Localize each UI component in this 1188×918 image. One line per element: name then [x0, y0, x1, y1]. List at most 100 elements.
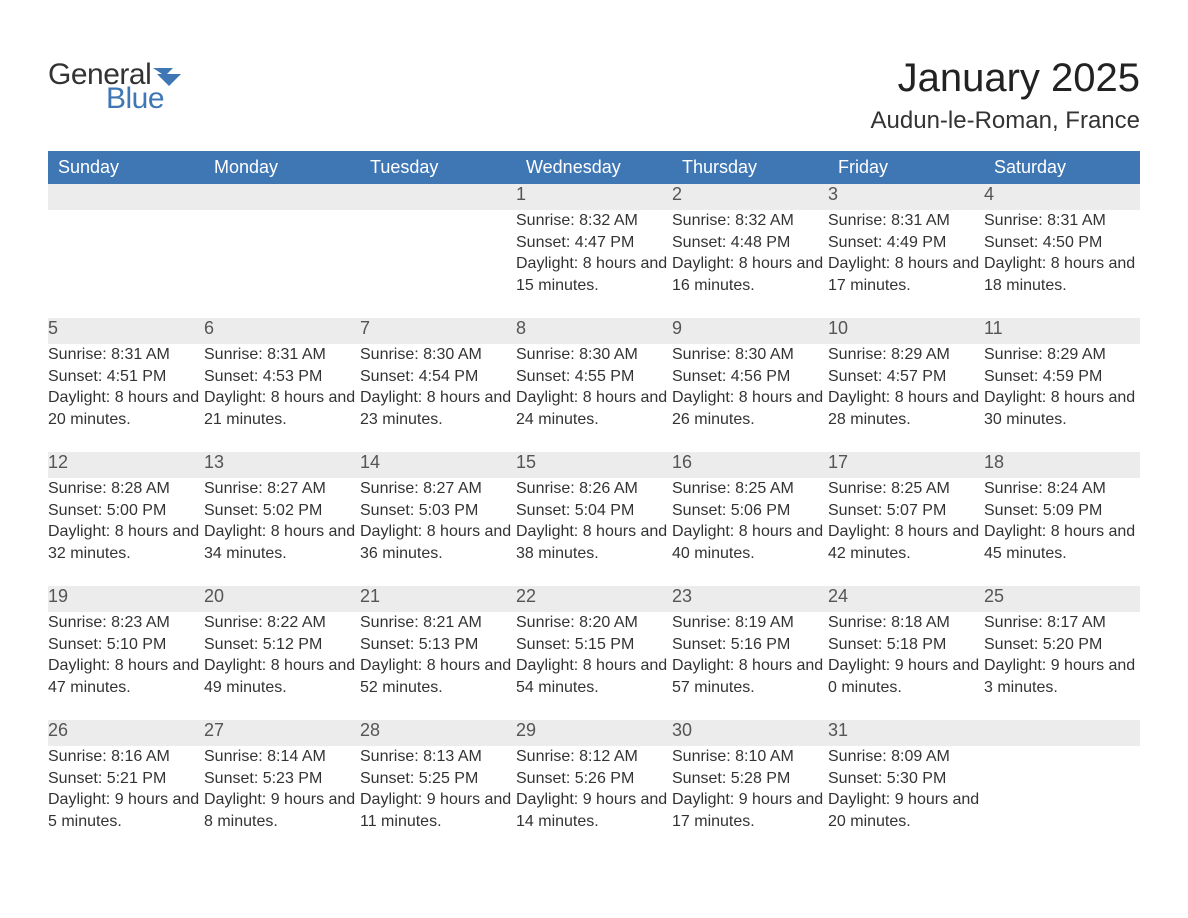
day-detail-cell: Sunrise: 8:29 AMSunset: 4:57 PMDaylight:… — [828, 344, 984, 452]
day-detail-cell: Sunrise: 8:25 AMSunset: 5:07 PMDaylight:… — [828, 478, 984, 586]
daylight-line: Daylight: 8 hours and 16 minutes. — [672, 253, 828, 296]
day-number-cell: 3 — [828, 184, 984, 210]
sunrise-line: Sunrise: 8:22 AM — [204, 612, 360, 634]
detail-row: Sunrise: 8:23 AMSunset: 5:10 PMDaylight:… — [48, 612, 1140, 720]
day-detail-cell: Sunrise: 8:24 AMSunset: 5:09 PMDaylight:… — [984, 478, 1140, 586]
day-detail-cell — [984, 746, 1140, 854]
sunrise-line: Sunrise: 8:31 AM — [984, 210, 1140, 232]
sunset-line: Sunset: 5:25 PM — [360, 768, 516, 790]
sunrise-line: Sunrise: 8:30 AM — [360, 344, 516, 366]
daylight-line: Daylight: 9 hours and 5 minutes. — [48, 789, 204, 832]
daylight-line: Daylight: 8 hours and 21 minutes. — [204, 387, 360, 430]
day-detail-cell: Sunrise: 8:30 AMSunset: 4:55 PMDaylight:… — [516, 344, 672, 452]
sunset-line: Sunset: 4:49 PM — [828, 232, 984, 254]
daylight-line: Daylight: 8 hours and 57 minutes. — [672, 655, 828, 698]
sunset-line: Sunset: 4:56 PM — [672, 366, 828, 388]
day-number-cell — [360, 184, 516, 210]
sunrise-line: Sunrise: 8:26 AM — [516, 478, 672, 500]
sunset-line: Sunset: 4:54 PM — [360, 366, 516, 388]
sunset-line: Sunset: 5:15 PM — [516, 634, 672, 656]
sunset-line: Sunset: 4:51 PM — [48, 366, 204, 388]
day-number-cell: 18 — [984, 452, 1140, 478]
daylight-line: Daylight: 8 hours and 30 minutes. — [984, 387, 1140, 430]
daylight-line: Daylight: 8 hours and 15 minutes. — [516, 253, 672, 296]
sunrise-line: Sunrise: 8:21 AM — [360, 612, 516, 634]
day-number-cell: 21 — [360, 586, 516, 612]
daynum-row: 19202122232425 — [48, 586, 1140, 612]
sunset-line: Sunset: 5:13 PM — [360, 634, 516, 656]
day-detail-cell: Sunrise: 8:14 AMSunset: 5:23 PMDaylight:… — [204, 746, 360, 854]
daylight-line: Daylight: 9 hours and 0 minutes. — [828, 655, 984, 698]
day-number-cell: 12 — [48, 452, 204, 478]
day-number-cell: 26 — [48, 720, 204, 746]
day-detail-cell: Sunrise: 8:31 AMSunset: 4:50 PMDaylight:… — [984, 210, 1140, 318]
sunset-line: Sunset: 5:28 PM — [672, 768, 828, 790]
sunset-line: Sunset: 5:04 PM — [516, 500, 672, 522]
sunset-line: Sunset: 4:53 PM — [204, 366, 360, 388]
day-number-cell: 10 — [828, 318, 984, 344]
day-number-cell: 16 — [672, 452, 828, 478]
sunset-line: Sunset: 5:30 PM — [828, 768, 984, 790]
daylight-line: Daylight: 8 hours and 34 minutes. — [204, 521, 360, 564]
day-number-cell: 29 — [516, 720, 672, 746]
sunset-line: Sunset: 5:09 PM — [984, 500, 1140, 522]
day-number-cell: 20 — [204, 586, 360, 612]
daylight-line: Daylight: 8 hours and 54 minutes. — [516, 655, 672, 698]
weekday-header: Sunday — [48, 151, 204, 184]
day-number-cell: 15 — [516, 452, 672, 478]
day-number-cell — [48, 184, 204, 210]
sunrise-line: Sunrise: 8:16 AM — [48, 746, 204, 768]
sunrise-line: Sunrise: 8:27 AM — [360, 478, 516, 500]
sunset-line: Sunset: 5:03 PM — [360, 500, 516, 522]
sunrise-line: Sunrise: 8:13 AM — [360, 746, 516, 768]
day-number-cell: 4 — [984, 184, 1140, 210]
sunrise-line: Sunrise: 8:20 AM — [516, 612, 672, 634]
day-number-cell: 27 — [204, 720, 360, 746]
day-number-cell: 24 — [828, 586, 984, 612]
calendar-table: Sunday Monday Tuesday Wednesday Thursday… — [48, 151, 1140, 854]
sunset-line: Sunset: 4:47 PM — [516, 232, 672, 254]
sunrise-line: Sunrise: 8:14 AM — [204, 746, 360, 768]
day-detail-cell: Sunrise: 8:22 AMSunset: 5:12 PMDaylight:… — [204, 612, 360, 720]
daylight-line: Daylight: 9 hours and 20 minutes. — [828, 789, 984, 832]
day-number-cell: 11 — [984, 318, 1140, 344]
daylight-line: Daylight: 8 hours and 17 minutes. — [828, 253, 984, 296]
daylight-line: Daylight: 8 hours and 23 minutes. — [360, 387, 516, 430]
weekday-header: Saturday — [984, 151, 1140, 184]
detail-row: Sunrise: 8:16 AMSunset: 5:21 PMDaylight:… — [48, 746, 1140, 854]
day-number-cell: 5 — [48, 318, 204, 344]
day-detail-cell: Sunrise: 8:20 AMSunset: 5:15 PMDaylight:… — [516, 612, 672, 720]
sunset-line: Sunset: 5:06 PM — [672, 500, 828, 522]
daylight-line: Daylight: 8 hours and 45 minutes. — [984, 521, 1140, 564]
day-detail-cell: Sunrise: 8:16 AMSunset: 5:21 PMDaylight:… — [48, 746, 204, 854]
daylight-line: Daylight: 9 hours and 11 minutes. — [360, 789, 516, 832]
sunrise-line: Sunrise: 8:30 AM — [516, 344, 672, 366]
day-detail-cell: Sunrise: 8:21 AMSunset: 5:13 PMDaylight:… — [360, 612, 516, 720]
sunrise-line: Sunrise: 8:17 AM — [984, 612, 1140, 634]
sunrise-line: Sunrise: 8:10 AM — [672, 746, 828, 768]
daylight-line: Daylight: 8 hours and 38 minutes. — [516, 521, 672, 564]
daylight-line: Daylight: 8 hours and 40 minutes. — [672, 521, 828, 564]
sunrise-line: Sunrise: 8:27 AM — [204, 478, 360, 500]
day-detail-cell: Sunrise: 8:32 AMSunset: 4:47 PMDaylight:… — [516, 210, 672, 318]
daylight-line: Daylight: 9 hours and 17 minutes. — [672, 789, 828, 832]
day-detail-cell: Sunrise: 8:30 AMSunset: 4:56 PMDaylight:… — [672, 344, 828, 452]
daylight-line: Daylight: 9 hours and 14 minutes. — [516, 789, 672, 832]
location-label: Audun-le-Roman, France — [871, 107, 1140, 135]
day-detail-cell: Sunrise: 8:26 AMSunset: 5:04 PMDaylight:… — [516, 478, 672, 586]
title-block: January 2025 Audun-le-Roman, France — [871, 40, 1140, 137]
weekday-header: Thursday — [672, 151, 828, 184]
day-number-cell — [204, 184, 360, 210]
daylight-line: Daylight: 9 hours and 3 minutes. — [984, 655, 1140, 698]
sunrise-line: Sunrise: 8:31 AM — [828, 210, 984, 232]
day-detail-cell: Sunrise: 8:10 AMSunset: 5:28 PMDaylight:… — [672, 746, 828, 854]
detail-row: Sunrise: 8:31 AMSunset: 4:51 PMDaylight:… — [48, 344, 1140, 452]
sunrise-line: Sunrise: 8:29 AM — [984, 344, 1140, 366]
day-detail-cell: Sunrise: 8:32 AMSunset: 4:48 PMDaylight:… — [672, 210, 828, 318]
daylight-line: Daylight: 8 hours and 47 minutes. — [48, 655, 204, 698]
daylight-line: Daylight: 8 hours and 24 minutes. — [516, 387, 672, 430]
sunrise-line: Sunrise: 8:12 AM — [516, 746, 672, 768]
logo: General Blue — [48, 40, 187, 114]
detail-row: Sunrise: 8:28 AMSunset: 5:00 PMDaylight:… — [48, 478, 1140, 586]
day-detail-cell: Sunrise: 8:31 AMSunset: 4:49 PMDaylight:… — [828, 210, 984, 318]
